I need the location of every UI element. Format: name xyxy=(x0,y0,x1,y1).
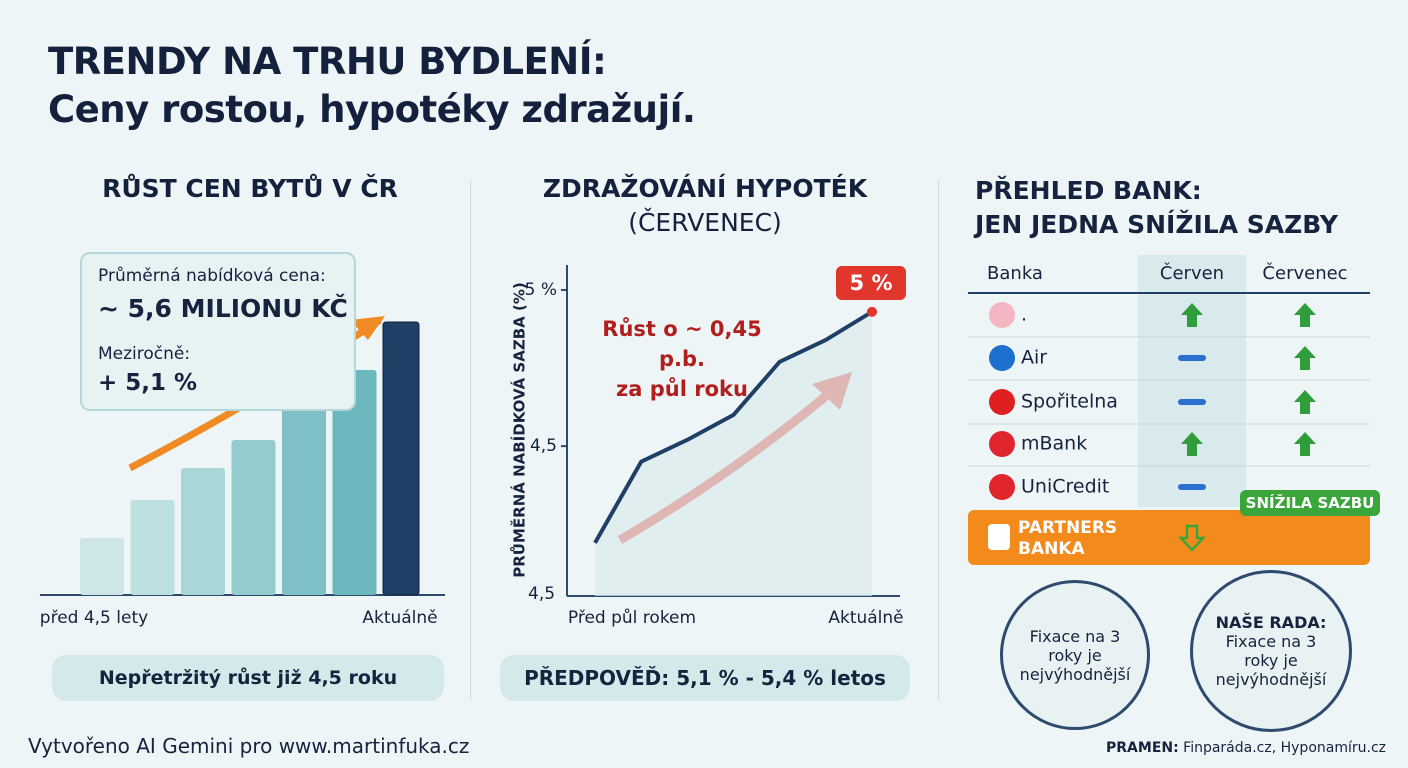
bank-icon xyxy=(989,431,1015,457)
advice-bubble: NAŠE RADA: Fixace na 3 roky je nejvýhodn… xyxy=(1190,570,1352,732)
bank-icon xyxy=(989,345,1015,371)
rise-note-line: za půl roku xyxy=(616,377,748,401)
line-area xyxy=(595,311,872,596)
credit: Vytvořeno AI Gemini pro www.martinfuka.c… xyxy=(28,734,470,758)
column-header: Banka xyxy=(987,263,1043,284)
june-change xyxy=(1181,303,1203,327)
bank-icon xyxy=(989,302,1015,328)
panel-heading: ZDRAŽOVÁNÍ HYPOTÉK xyxy=(542,174,868,203)
panel-heading: RŮST CEN BYTŮ V ČR xyxy=(102,174,398,203)
bar xyxy=(80,538,124,595)
bar xyxy=(181,468,225,595)
advice-bubble: Fixace na 3 roky je nejvýhodnější xyxy=(1000,580,1150,730)
source: PRAMEN: Finparáda.cz, Hyponamíru.cz xyxy=(1106,740,1386,756)
bar xyxy=(382,321,420,596)
x-tick-label: Aktuálně xyxy=(362,608,437,628)
july-change xyxy=(1294,303,1316,327)
bubble-title: NAŠE RADA: xyxy=(1215,613,1327,632)
panel-subheading: (ČERVENEC) xyxy=(628,208,782,237)
callout: Průměrná nabídková cena: ~ 5,6 MILIONU K… xyxy=(80,252,356,411)
divider xyxy=(470,180,471,700)
column-header: Červenec xyxy=(1262,262,1347,284)
bank-icon xyxy=(989,474,1015,500)
bar xyxy=(130,500,175,595)
bank-icon xyxy=(988,524,1010,550)
july-change xyxy=(1294,432,1316,456)
rise-note: Růst o ~ 0,45 p.b. za půl roku xyxy=(582,314,782,404)
bank-icon xyxy=(989,389,1015,415)
source-text: Finparáda.cz, Hyponamíru.cz xyxy=(1183,740,1386,756)
trend-arrow-head xyxy=(350,316,385,340)
x-tick-label: Aktuálně xyxy=(828,608,903,628)
title: Ceny rostou, hypotéky zdražují. xyxy=(48,88,696,131)
bubble-text: Fixace na 3 roky je nejvýhodnější xyxy=(1019,626,1131,684)
y-axis-title: PRŮMĚRNÁ NABÍDKOVÁ SAZBA (%) xyxy=(509,282,529,577)
divider xyxy=(938,180,939,700)
bubble-text: Fixace na 3 roky je nejvýhodnější xyxy=(1215,632,1327,689)
june-change xyxy=(1178,524,1206,552)
column-header: Červen xyxy=(1160,262,1224,284)
bar xyxy=(231,440,276,595)
title: TRENDY NA TRHU BYDLENÍ: xyxy=(48,40,607,83)
name-line: PARTNERS xyxy=(1018,518,1118,538)
rise-note-line: Růst o ~ 0,45 p.b. xyxy=(602,317,762,371)
june-change xyxy=(1178,399,1206,405)
badge: SNÍŽILA SAZBU xyxy=(1240,490,1380,516)
y-tick-label: 4,5 xyxy=(528,584,556,604)
x-tick-label: před 4,5 lety xyxy=(40,608,148,628)
bank-name: UniCredit xyxy=(1021,476,1109,498)
bar xyxy=(282,406,326,595)
june-change xyxy=(1181,432,1203,456)
panel-footer: Nepřetržitý růst již 4,5 roku xyxy=(52,655,444,701)
bank-name: Air xyxy=(1021,347,1047,369)
y-tick-label: 5 % xyxy=(525,280,557,300)
panel-footer: PŘEDPOVĚĎ: 5,1 % - 5,4 % letos xyxy=(500,655,910,701)
bank-name: Spořitelna xyxy=(1021,391,1118,413)
heading-line: JEN JEDNA SNÍŽILA SAZBY xyxy=(975,210,1339,239)
name-line: BANKA xyxy=(1018,539,1085,559)
line xyxy=(593,310,874,544)
end-point xyxy=(867,306,877,317)
june-change xyxy=(1178,484,1206,490)
june-change xyxy=(1178,355,1206,361)
bar xyxy=(332,370,377,595)
july-change xyxy=(1294,390,1316,414)
callout-label: Průměrná nabídková cena: xyxy=(98,266,326,286)
y-tick-label: 4,5 xyxy=(530,436,557,456)
june-column-bg xyxy=(1138,255,1246,507)
source-label: PRAMEN: xyxy=(1106,740,1179,756)
x-tick-label: Před půl rokem xyxy=(568,608,696,628)
highlight-row-bg xyxy=(968,510,1370,565)
yoy-value: + 5,1 % xyxy=(98,370,198,396)
highlight-bank-name: PARTNERS BANKA xyxy=(1018,518,1117,560)
bank-name: mBank xyxy=(1021,433,1087,455)
yoy-label: Meziročně: xyxy=(98,344,191,364)
callout-value: ~ 5,6 MILIONU KČ xyxy=(98,294,348,323)
heading-line: PŘEHLED BANK: xyxy=(975,176,1202,205)
july-change xyxy=(1294,346,1316,370)
bank-name: . xyxy=(1021,304,1027,326)
end-badge: 5 % xyxy=(836,266,906,300)
panel-heading: PŘEHLED BANK: JEN JEDNA SNÍŽILA SAZBY xyxy=(975,174,1338,242)
